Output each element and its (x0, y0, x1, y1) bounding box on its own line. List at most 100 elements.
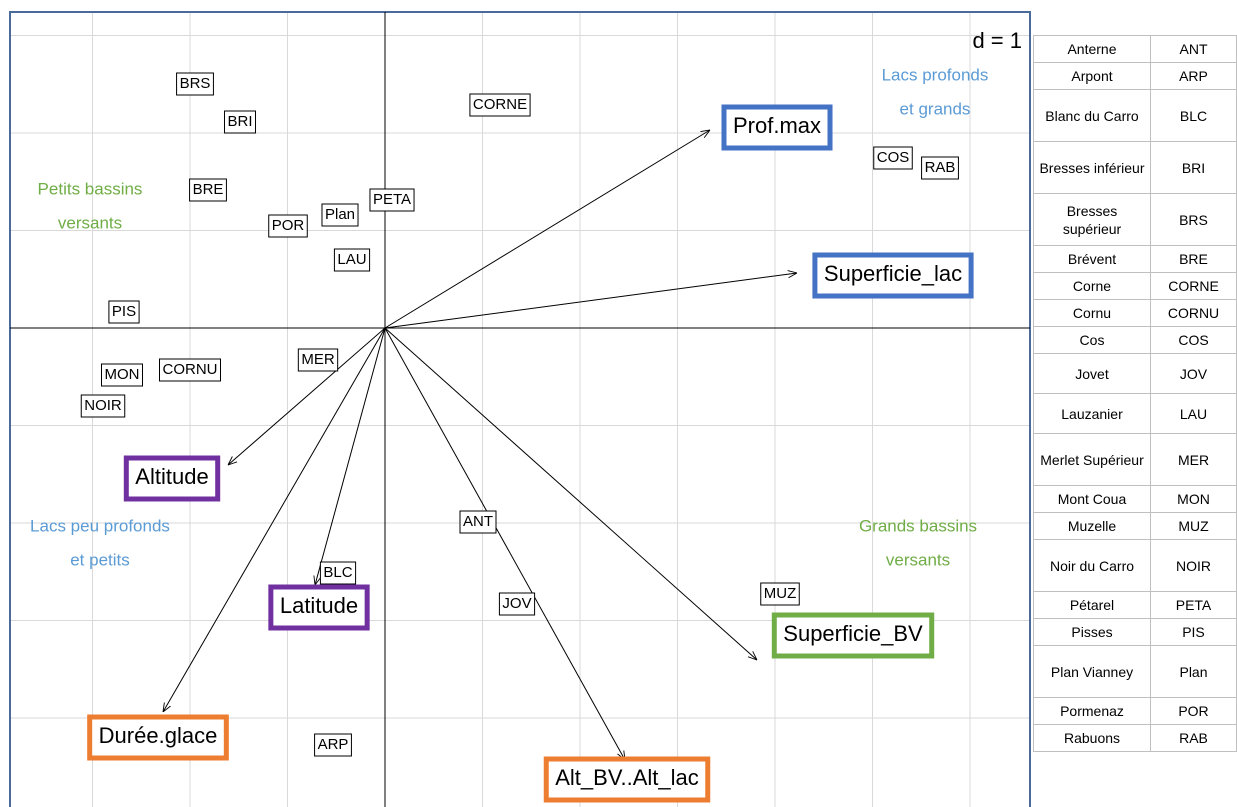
table-row: Muzelle MUZ (1033, 512, 1237, 540)
table-cell: Pétarel (1033, 591, 1151, 619)
lake-box (268, 214, 308, 238)
table-row: Pormenaz POR (1033, 697, 1237, 725)
variable-arrow (384, 273, 797, 329)
annotation: versants (58, 213, 122, 232)
variable-box (721, 104, 833, 151)
table-cell: Mont Coua (1033, 485, 1151, 513)
table-cell: Noir du Carro (1033, 539, 1151, 592)
grid (10, 12, 1030, 807)
table-row: Pisses PIS (1033, 618, 1237, 646)
table-cell: Plan Vianney (1033, 645, 1151, 698)
lake-code: PETA (373, 191, 411, 208)
table-cell: JOV (1150, 353, 1237, 394)
variable-name: Durée.glace (99, 723, 218, 748)
lake-code: LAU (337, 251, 366, 268)
table-cell: COS (1150, 326, 1237, 354)
biplot: d = 1 Lacs profonds et grands Petits bassi… (9, 11, 1031, 807)
variable-arrow (384, 327, 757, 660)
variable-name: Alt_BV..Alt_lac (555, 765, 699, 790)
annotation: Grands bassins (859, 516, 977, 535)
lake-code: JOV (502, 595, 531, 612)
lake-code: MON (105, 366, 140, 383)
variable-box (268, 584, 370, 631)
table-cell: LAU (1150, 393, 1237, 434)
table-cell: MON (1150, 485, 1237, 513)
table-cell: Pisses (1033, 618, 1151, 646)
table-cell: Muzelle (1033, 512, 1151, 540)
variable-name: Latitude (280, 593, 358, 618)
table-row: Merlet Supérieur MER (1033, 433, 1237, 486)
table-cell: Plan (1150, 645, 1237, 698)
lake-label: COS (873, 146, 913, 170)
lake-label: CORNE (469, 93, 531, 117)
lake-code: ARP (318, 736, 349, 753)
lake-box (159, 358, 221, 382)
lake-box (176, 72, 214, 96)
lake-box (469, 93, 531, 117)
table-cell: Brévent (1033, 245, 1151, 273)
lake-code: NOIR (84, 397, 122, 414)
table-cell: PETA (1150, 591, 1237, 619)
table-row: Arpont ARP (1033, 62, 1237, 90)
table-cell: BRI (1150, 141, 1237, 194)
variable-label: Prof.max (721, 104, 833, 151)
lake-label: JOV (498, 592, 536, 616)
table-cell: ARP (1150, 62, 1237, 90)
lake-box (333, 248, 371, 272)
lake-code: CORNU (163, 361, 218, 378)
variable-arrow (384, 130, 710, 329)
lake-label: BLC (319, 561, 357, 585)
table-cell: BLC (1150, 89, 1237, 142)
variable-arrow (163, 327, 386, 712)
variable-name: Prof.max (733, 113, 821, 138)
table-cell: Jovet (1033, 353, 1151, 394)
lake-code: CORNE (473, 96, 527, 113)
annotation: versants (886, 550, 950, 569)
table-row: Bresses inférieur BRI (1033, 141, 1237, 194)
table-cell: NOIR (1150, 539, 1237, 592)
annotation: Lacs profonds (882, 65, 989, 84)
lake-code: Plan (325, 206, 355, 223)
variable-box (123, 455, 221, 502)
table-row: Brévent BRE (1033, 245, 1237, 273)
table-row: Lauzanier LAU (1033, 393, 1237, 434)
table-cell: Merlet Supérieur (1033, 433, 1151, 486)
lake-label: PETA (369, 188, 415, 212)
lake-label: BRE (189, 178, 227, 202)
table-cell: Bresses inférieur (1033, 141, 1151, 194)
lake-label: ARP (314, 733, 352, 757)
lake-box (498, 592, 536, 616)
lake-label: NOIR (80, 394, 126, 418)
lake-code: BLC (323, 564, 352, 581)
table-cell: BRE (1150, 245, 1237, 273)
variable-label: Altitude (123, 455, 221, 502)
lake-label: POR (268, 214, 308, 238)
lake-box (873, 146, 913, 170)
variable-arrow (384, 327, 625, 760)
table-cell: BRS (1150, 193, 1237, 246)
lake-box (369, 188, 415, 212)
lake-code: BRS (180, 75, 211, 92)
annotation: Petits bassins (38, 179, 143, 198)
annotation: Lacs peu profonds (30, 516, 170, 535)
variable-box (812, 252, 974, 299)
lake-label: MER (297, 348, 339, 372)
variable-box (87, 714, 229, 761)
lake-box (108, 300, 140, 324)
lake-box (921, 156, 959, 180)
table-cell: Cos (1033, 326, 1151, 354)
table-row: Anterne ANT (1033, 35, 1237, 63)
lake-label: MUZ (760, 582, 800, 606)
table-row: Bresses supérieur BRS (1033, 193, 1237, 246)
table-cell: Bresses supérieur (1033, 193, 1151, 246)
lake-code: BRE (193, 181, 224, 198)
lake-label: MON (101, 363, 143, 387)
table-cell: CORNU (1150, 299, 1237, 327)
table-cell: MER (1150, 433, 1237, 486)
lake-code: MUZ (764, 585, 797, 602)
annotation: et petits (70, 550, 130, 569)
scale-label: d = 1 (972, 28, 1022, 53)
variable-box (771, 612, 935, 659)
table-row: Blanc du Carro BLC (1033, 89, 1237, 142)
